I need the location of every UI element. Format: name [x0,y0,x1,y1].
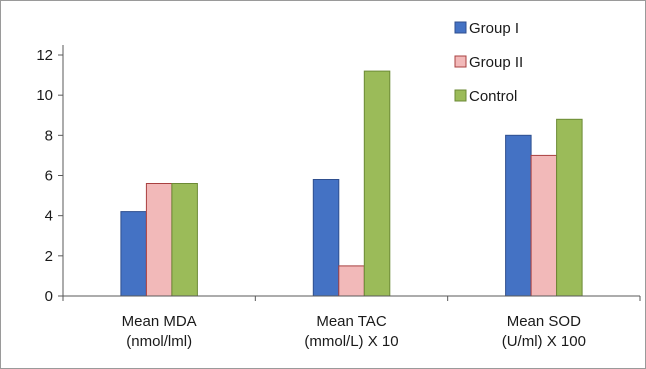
bar-control-0 [171,183,198,297]
legend-label-group-ii: Group II [469,54,523,71]
legend: Group I Group II Control [454,20,523,105]
legend-swatch-group-i [454,21,467,34]
y-tick-label: 10 [36,87,53,104]
x-category-label: (mmol/L) X 10 [304,333,398,350]
bar-group-i-0 [120,211,147,297]
legend-label-group-i: Group I [469,20,519,37]
legend-swatch-control [454,89,467,102]
y-tick-label: 2 [45,248,53,265]
y-tick-label: 0 [45,288,53,305]
y-tick-label: 12 [36,47,53,64]
legend-label-control: Control [469,88,517,105]
x-category-label: Mean TAC [316,313,386,330]
x-category-label: (U/ml) X 100 [502,333,586,350]
bar-control-2 [556,118,583,297]
bar-group-i-2 [505,134,532,297]
bar-group-ii-2 [530,154,558,297]
bar-group-ii-0 [145,183,173,297]
x-category-label: Mean MDA [122,313,197,330]
x-category-label: (nmol/lml) [126,333,192,350]
bar-control-1 [363,70,391,297]
y-tick-label: 8 [45,127,53,144]
legend-swatch-group-ii [454,55,467,68]
axis-layer: 0 2 4 6 8 10 12 Mean MDA (nmol/lml) Mean TAC (mmol… [36,45,641,350]
bar-group-ii-1 [338,265,365,297]
bar-group-i-1 [312,179,340,297]
y-tick-label: 4 [45,208,53,225]
x-category-label: Mean SOD [507,313,581,330]
y-tick-label: 6 [45,168,53,185]
bars-layer [120,70,583,297]
